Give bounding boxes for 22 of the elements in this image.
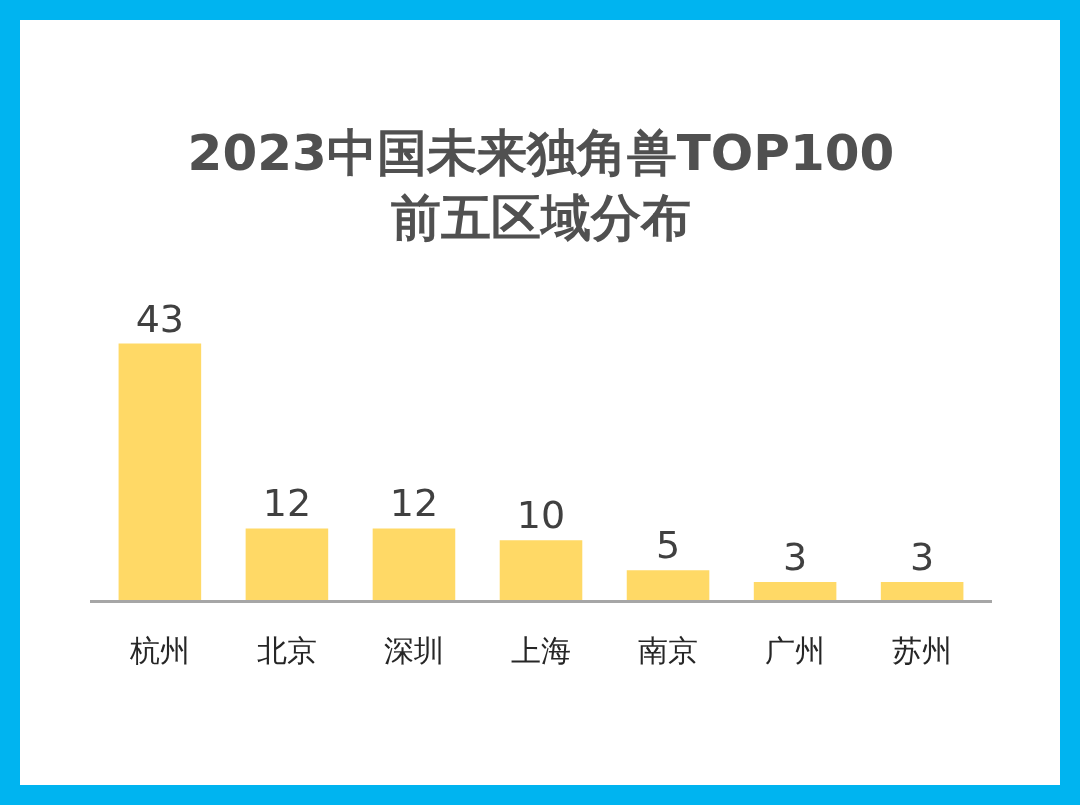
data-label: 43 — [135, 296, 185, 341]
x-tick-label: 北京 — [256, 633, 317, 668]
chart-title: 2023中国未来独角兽TOP100 前五区域分布 — [187, 124, 895, 247]
x-tick-label: 南京 — [638, 633, 699, 668]
data-label: 12 — [262, 481, 312, 526]
x-tick-label: 杭州 — [128, 633, 190, 668]
x-tick-label: 苏州 — [892, 633, 953, 668]
bar — [118, 343, 202, 600]
bar — [372, 528, 456, 600]
data-label: 10 — [516, 493, 566, 538]
x-tick-label: 上海 — [511, 633, 571, 668]
data-label: 3 — [910, 535, 935, 580]
x-tick-label: 广州 — [765, 633, 826, 668]
bar — [626, 570, 710, 600]
data-label: 12 — [389, 481, 439, 526]
data-label: 5 — [655, 523, 681, 568]
data-label: 3 — [782, 535, 808, 580]
bar — [880, 582, 964, 600]
bar — [499, 540, 583, 600]
x-tick-label: 深圳 — [383, 633, 444, 668]
bar — [753, 582, 837, 600]
bar — [245, 528, 329, 600]
